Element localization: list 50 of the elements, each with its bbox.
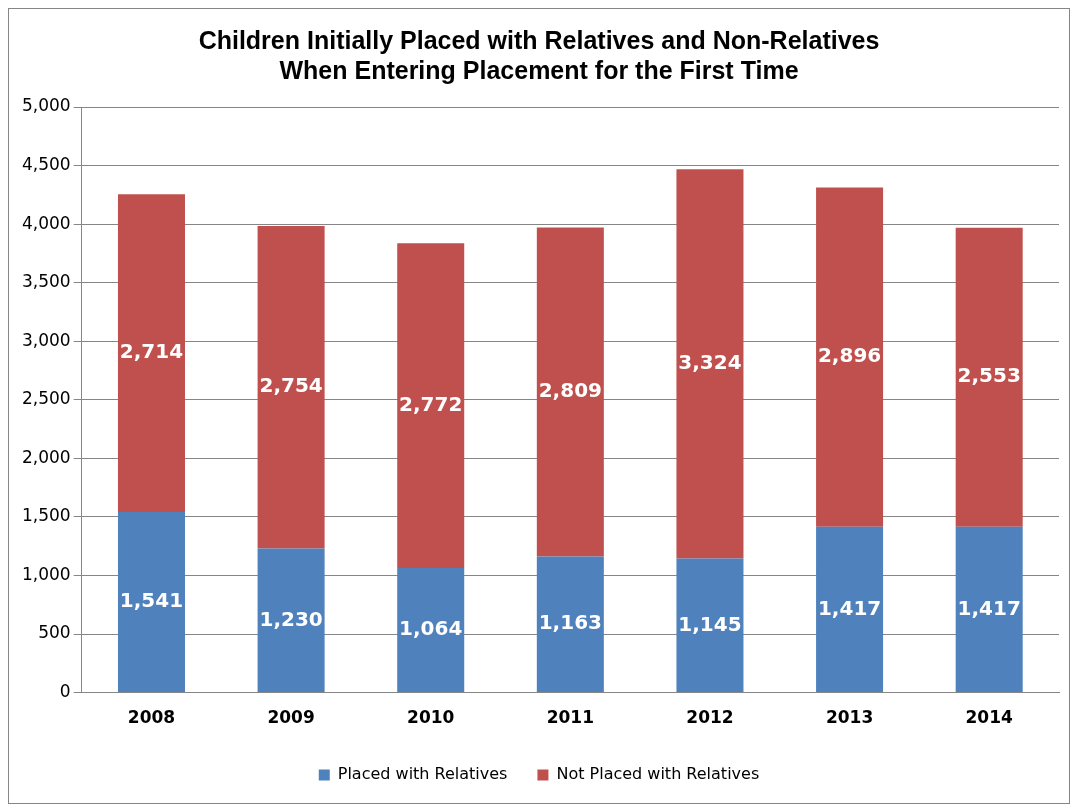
bar [676,169,744,559]
y-tick-label: 2,500 [22,388,71,409]
bar [955,227,1023,527]
y-tick-label: 3,500 [22,271,71,292]
bar [257,548,325,693]
bar [397,567,465,693]
text: Children Initially Placed with Relatives and Non-Relatives [198,25,880,54]
bar [816,187,884,527]
data-label: 1,417 [817,595,882,620]
x-tick-label: 2013 [825,707,874,728]
y-tick-label: 3,000 [22,329,71,350]
data-label: 1,541 [119,588,184,613]
data-label: 1,163 [538,610,602,635]
data-label: 2,553 [957,363,1021,388]
y-tick-label: 500 [38,622,71,643]
data-label: 1,064 [399,616,463,641]
data-label: 2,772 [399,391,463,416]
data-label: 1,230 [259,606,323,631]
data-label: 2,809 [538,378,602,403]
bar [955,526,1023,693]
bar [257,225,325,549]
y-tick-label: 2,000 [22,446,71,467]
bar [397,243,465,568]
text: When Entering Placement for the First Time [279,55,799,84]
legend-label: Not Placed with Relatives [556,764,760,784]
data-label: 3,324 [678,350,742,375]
bar [816,526,884,693]
x-tick-label: 2010 [407,707,455,728]
y-tick-label: 5,000 [22,95,71,116]
x-tick-label: 2014 [965,707,1014,728]
x-tick-label: 2012 [686,707,734,728]
data-label: 1,145 [678,611,742,636]
y-tick-label: 0 [59,681,71,702]
data-label: 2,896 [817,343,882,368]
x-tick-label: 2009 [267,707,315,728]
bar [117,194,185,513]
y-tick-label: 4,500 [22,153,71,174]
bar [536,556,604,693]
y-tick-label: 1,500 [22,505,71,526]
data-label: 1,417 [957,595,1021,620]
bar [536,227,604,557]
x-tick-label: 2011 [546,707,594,728]
y-tick-label: 1,000 [22,563,71,584]
x-tick-label: 2008 [127,707,176,728]
legend-label: Placed with Relatives [337,764,508,784]
y-tick-label: 4,000 [22,212,71,233]
bar [117,512,185,693]
data-label: 2,754 [259,373,323,398]
data-label: 2,714 [119,339,184,364]
bar [676,558,744,693]
